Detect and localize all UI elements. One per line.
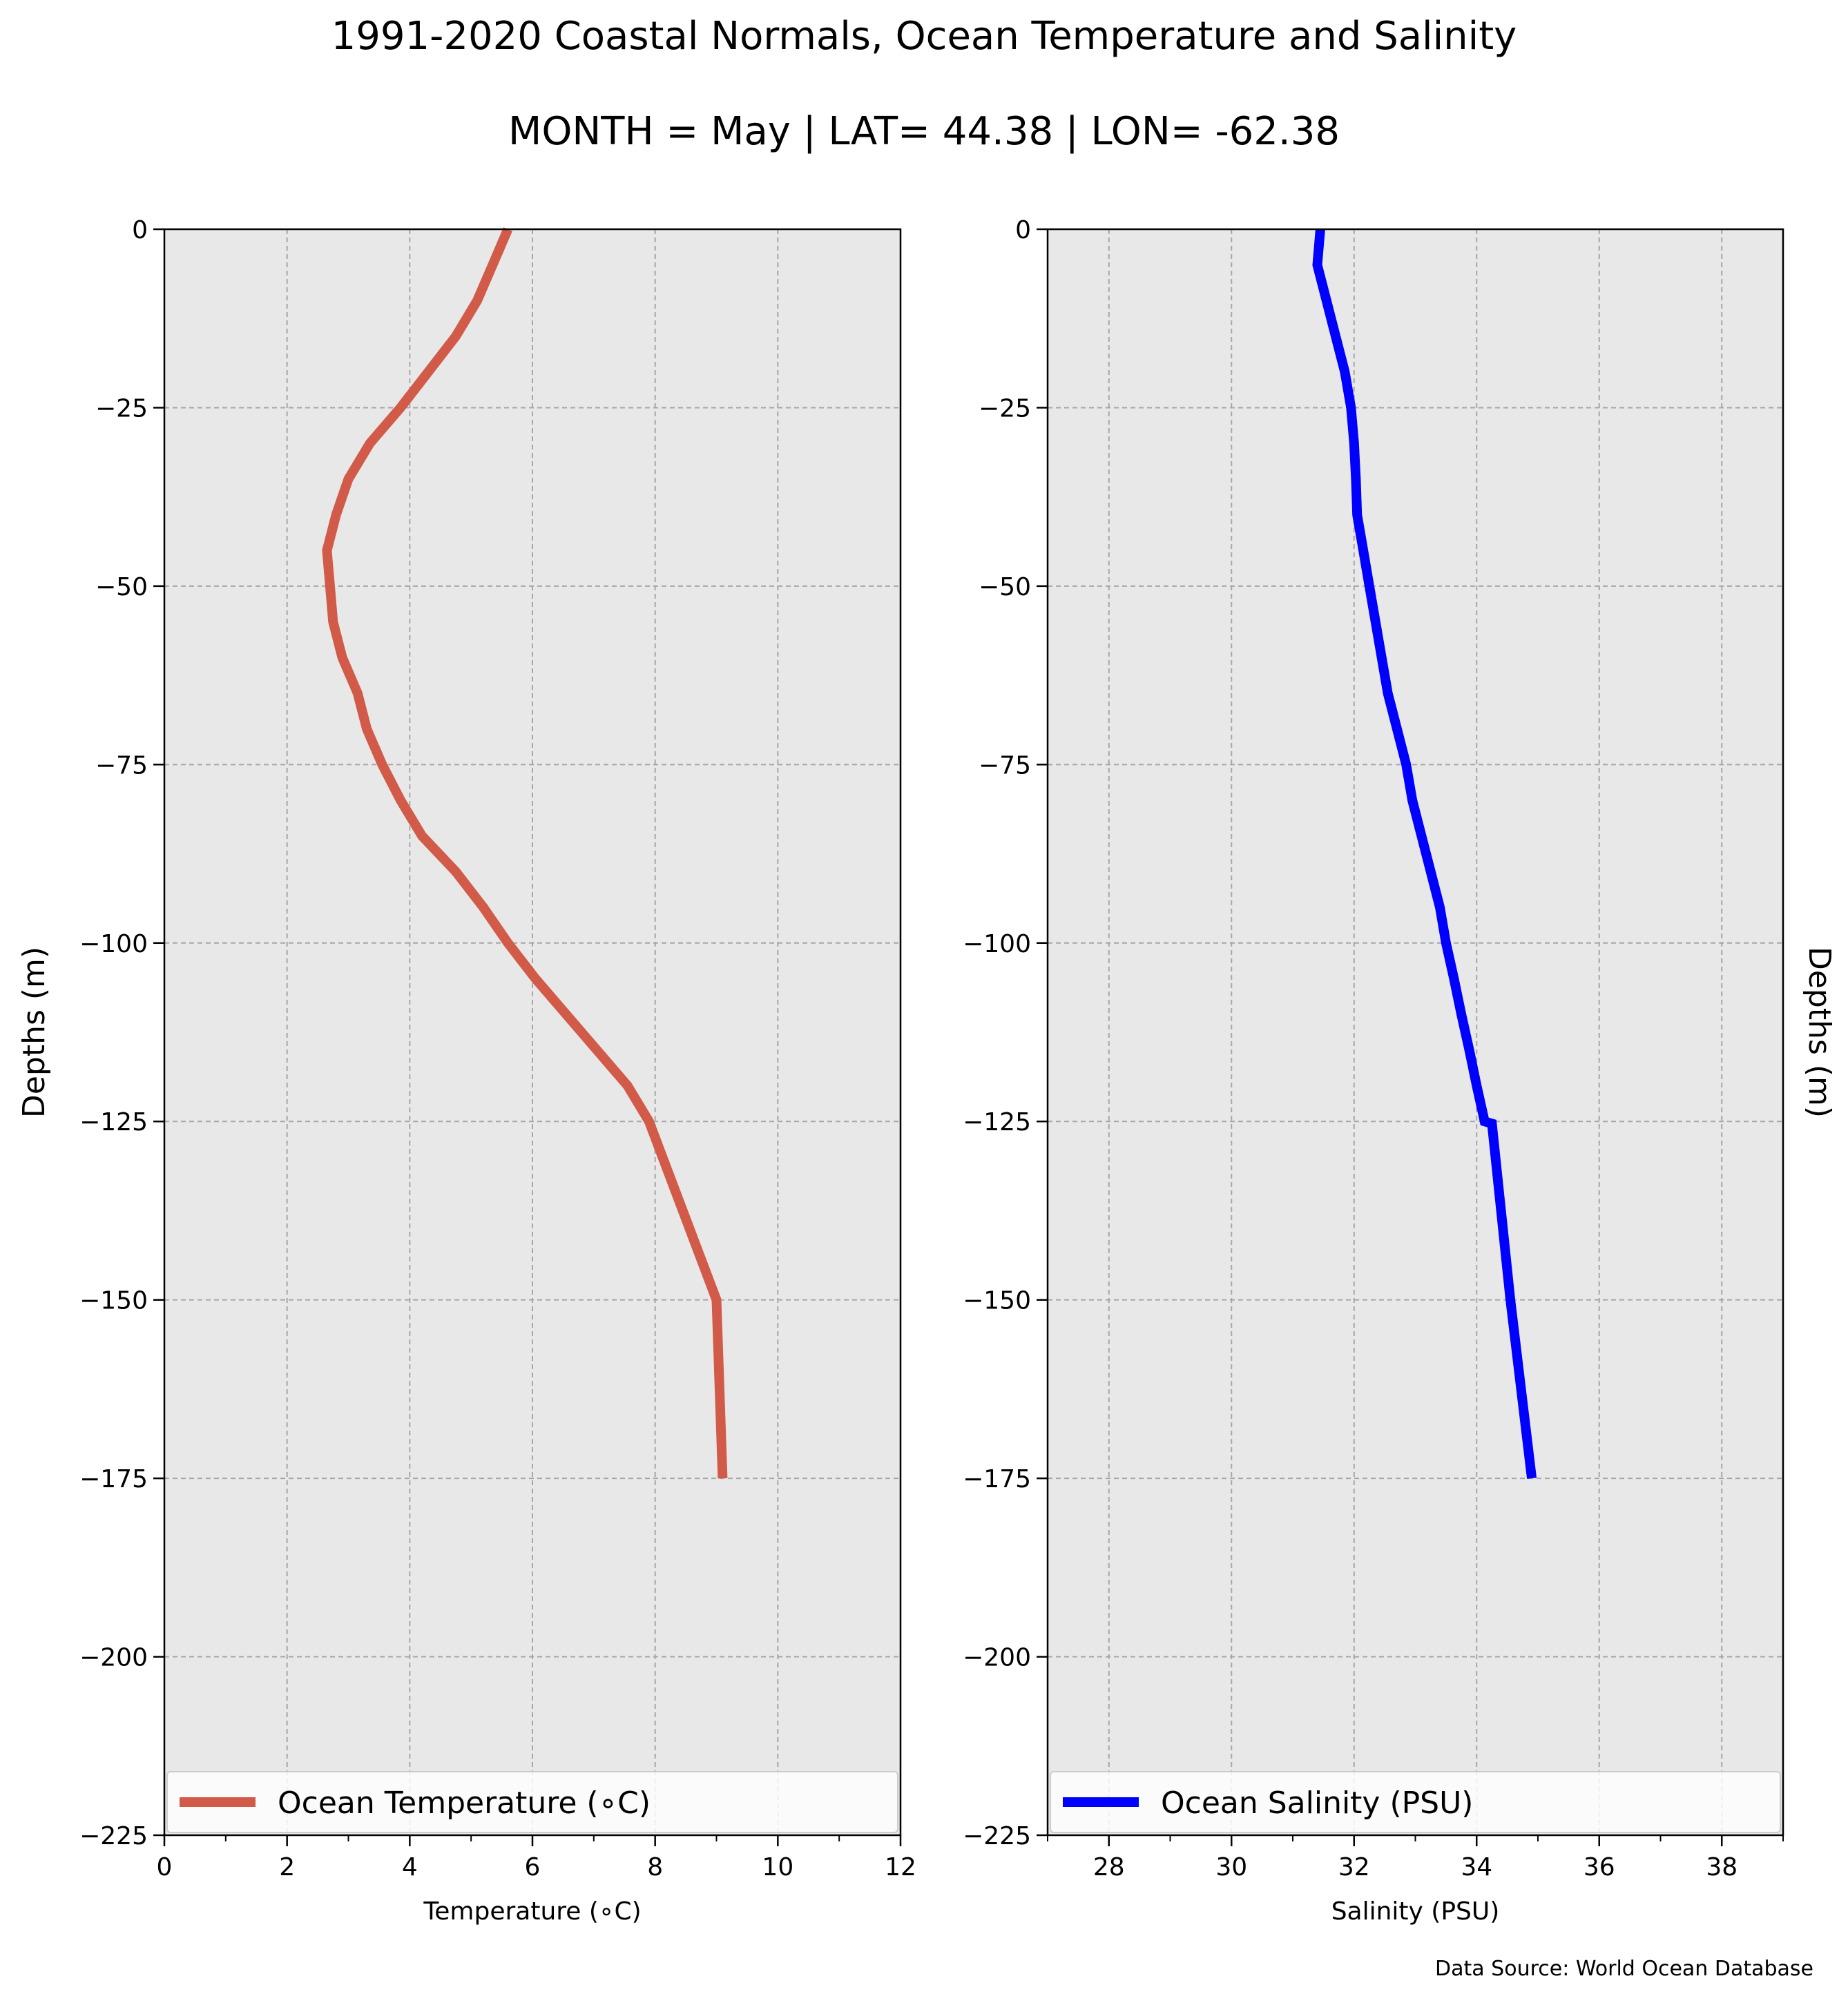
salinity-x-axis-label: Salinity (PSU) bbox=[1331, 1897, 1500, 1926]
salinity-series-line bbox=[1312, 229, 1537, 1479]
temperature-y-tick-label: −100 bbox=[79, 930, 148, 958]
salinity-x-tick-label: 38 bbox=[1706, 1853, 1738, 1881]
temperature-x-tick-label: 10 bbox=[762, 1853, 793, 1881]
temperature-x-tick-label: 12 bbox=[885, 1853, 916, 1881]
temperature-x-tick-label: 8 bbox=[647, 1853, 663, 1881]
salinity-y-tick-label: −200 bbox=[963, 1644, 1031, 1672]
temperature-panel: 0 2 4 6 8 10 12 0 −25 −50 −75 −100 −125 −150 −175 −200 −… bbox=[17, 216, 916, 1926]
temperature-y-tick-label: −125 bbox=[79, 1108, 148, 1136]
salinity-y-tick-label: −125 bbox=[963, 1108, 1031, 1136]
temperature-y-tick-label: −175 bbox=[79, 1465, 148, 1493]
salinity-y-tick-label: 0 bbox=[1015, 216, 1031, 244]
temperature-axes-frame bbox=[163, 228, 902, 1837]
salinity-x-tick-label: 28 bbox=[1093, 1853, 1125, 1881]
salinity-y-tick-label: −50 bbox=[979, 573, 1031, 601]
salinity-y-axis-label: Depths (m) bbox=[1802, 947, 1837, 1118]
salinity-y-tick-label: −150 bbox=[963, 1287, 1031, 1315]
salinity-legend-box bbox=[1050, 1771, 1781, 1833]
temperature-y-tick-label: −25 bbox=[95, 394, 148, 423]
temperature-x-tick-label: 0 bbox=[157, 1853, 173, 1881]
salinity-plot-background bbox=[1048, 229, 1783, 1835]
temperature-y-tick-label: −75 bbox=[95, 751, 148, 780]
salinity-axes-frame bbox=[1046, 228, 1784, 1837]
temperature-x-tick-label: 4 bbox=[402, 1853, 418, 1881]
chart-subtitle: MONTH = May | LAT= 44.38 | LON= -62.38 bbox=[508, 109, 1340, 154]
temperature-series-line bbox=[322, 227, 728, 1479]
temperature-y-tick-label: −150 bbox=[79, 1287, 148, 1315]
chart-title: 1991-2020 Coastal Normals, Ocean Tempera… bbox=[331, 14, 1517, 59]
salinity-y-tick-label: −25 bbox=[979, 394, 1031, 423]
temperature-legend-label: Ocean Temperature (∘C) bbox=[278, 1786, 651, 1821]
salinity-y-tick-label: −225 bbox=[963, 1822, 1031, 1850]
temperature-legend-box bbox=[166, 1771, 898, 1833]
salinity-legend-label: Ocean Salinity (PSU) bbox=[1161, 1786, 1473, 1821]
temperature-x-tick-label: 6 bbox=[525, 1853, 541, 1881]
data-source-note: Data Source: World Ocean Database bbox=[1435, 1957, 1813, 1981]
salinity-y-tick-label: −75 bbox=[979, 751, 1031, 780]
temperature-x-tick-label: 2 bbox=[279, 1853, 295, 1881]
salinity-x-tick-label: 30 bbox=[1215, 1853, 1247, 1881]
salinity-x-tick-label: 36 bbox=[1584, 1853, 1615, 1881]
salinity-x-tick-label: 32 bbox=[1338, 1853, 1370, 1881]
temperature-y-tick-label: −50 bbox=[95, 573, 148, 601]
salinity-x-tick-label: 34 bbox=[1461, 1853, 1492, 1881]
temperature-y-tick-label: −225 bbox=[79, 1822, 148, 1850]
temperature-y-tick-label: 0 bbox=[132, 216, 148, 244]
temperature-y-tick-label: −200 bbox=[79, 1644, 148, 1672]
salinity-panel: 28 30 32 34 36 38 0 −25 −50 −75 −100 −125 −150 −175 −2… bbox=[963, 216, 1837, 1926]
temperature-x-axis-label: Temperature (∘C) bbox=[423, 1897, 641, 1926]
temperature-y-axis-label: Depths (m) bbox=[17, 947, 52, 1118]
salinity-y-tick-label: −100 bbox=[963, 930, 1031, 958]
salinity-y-tick-label: −175 bbox=[963, 1465, 1031, 1493]
